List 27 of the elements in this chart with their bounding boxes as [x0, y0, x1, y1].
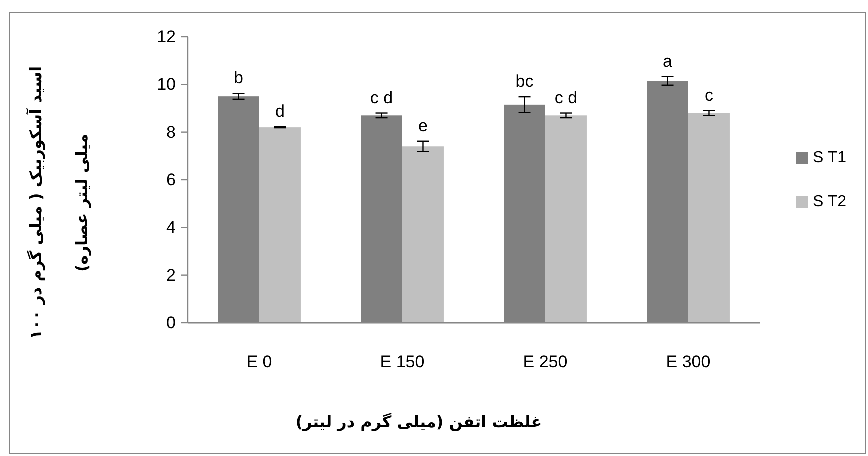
bar — [546, 116, 587, 323]
y-tick-label: 2 — [166, 266, 176, 285]
data-label: b — [234, 68, 244, 88]
data-label: d — [276, 102, 285, 122]
y-tick-label: 8 — [166, 122, 176, 142]
data-label: c d — [370, 88, 394, 108]
text: اسید آسکوربیک ( میلی گرم در ۱۰۰ میلی لیتر عصاره) — [26, 66, 92, 340]
y-tick-label: 6 — [166, 170, 176, 190]
data-label: e — [418, 116, 428, 136]
bar — [688, 113, 730, 323]
y-tick-label: 10 — [157, 75, 176, 94]
y-tick-label: 12 — [157, 28, 176, 46]
x-tick-label: E 0 — [246, 352, 272, 372]
x-tick-label: E 300 — [666, 352, 711, 372]
bar — [402, 146, 444, 323]
legend-label: S T1 — [813, 150, 847, 166]
y-tick-label: 0 — [166, 314, 176, 332]
x-tick-label: E 150 — [380, 352, 425, 372]
data-label: c — [704, 86, 714, 105]
x-tick-label: E 250 — [523, 352, 568, 372]
data-label: bc — [516, 72, 534, 92]
data-label: c d — [554, 88, 578, 108]
data-label: a — [663, 52, 674, 71]
bar — [260, 128, 301, 323]
y-tick-label: 4 — [166, 218, 176, 238]
legend-label: S T2 — [813, 194, 847, 210]
x-axis-title: غلظت اتفن (میلی گرم در لیتر) — [296, 412, 542, 432]
